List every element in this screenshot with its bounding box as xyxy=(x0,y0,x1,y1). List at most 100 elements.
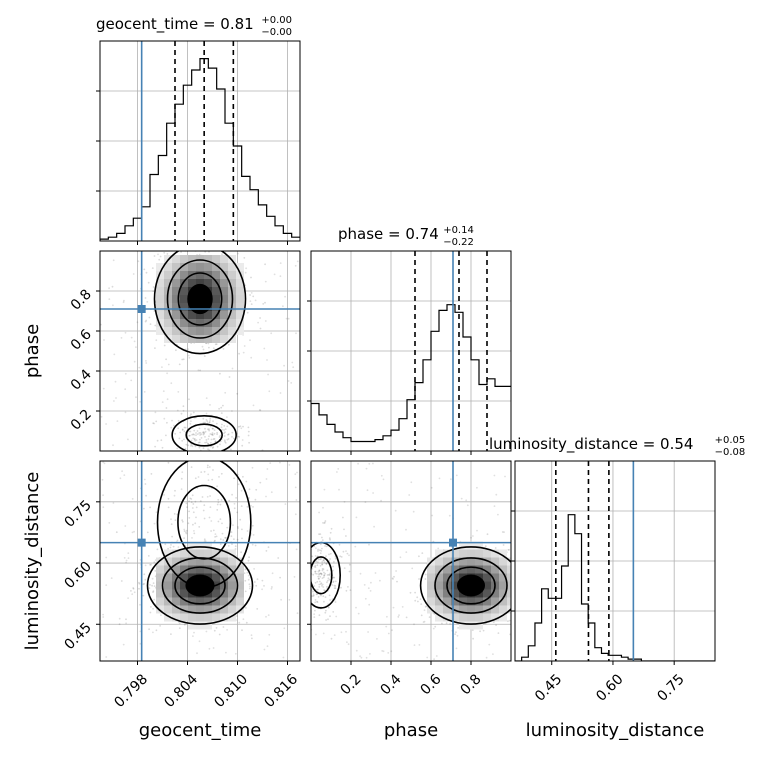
sample-point xyxy=(332,565,334,568)
sample-point xyxy=(219,372,221,375)
sample-point xyxy=(246,571,249,574)
sample-point xyxy=(206,466,209,469)
sample-point xyxy=(215,627,218,629)
scatter-panel-phase-vs-luminosity_distance: 0.2 0.4 0.6 0.8 xyxy=(295,460,519,698)
density-cell xyxy=(220,271,228,279)
sample-point xyxy=(318,569,321,572)
sample-point xyxy=(236,526,239,528)
sample-point xyxy=(194,439,197,442)
sample-point xyxy=(342,550,345,553)
sample-point xyxy=(456,634,459,637)
sample-point xyxy=(339,555,342,558)
density-contour xyxy=(177,484,232,560)
sample-point xyxy=(517,597,519,599)
density-cell xyxy=(435,589,443,598)
sample-point xyxy=(198,441,201,444)
density-cell xyxy=(228,613,236,622)
sample-point xyxy=(222,466,224,468)
density-cell xyxy=(188,541,196,550)
sample-point xyxy=(332,576,335,579)
sample-point xyxy=(153,255,156,257)
density-cell xyxy=(220,287,228,295)
sample-point xyxy=(412,510,415,513)
sample-point xyxy=(302,548,304,550)
sample-point xyxy=(224,537,227,539)
sample-point xyxy=(484,545,487,548)
sample-point xyxy=(380,499,382,502)
sample-point xyxy=(334,580,337,583)
sample-point xyxy=(203,432,205,435)
sample-point xyxy=(219,518,222,520)
sample-point xyxy=(189,434,191,437)
sample-point xyxy=(329,572,332,575)
sample-point xyxy=(202,431,205,433)
sample-point xyxy=(207,443,209,445)
sample-point xyxy=(133,530,136,533)
density-cell xyxy=(188,565,196,574)
density-cell xyxy=(172,271,180,279)
density-cell xyxy=(499,581,507,590)
sample-point xyxy=(102,616,105,618)
sample-point xyxy=(295,568,297,570)
sample-point xyxy=(149,584,151,586)
sample-point xyxy=(152,591,154,593)
sample-point xyxy=(212,427,214,430)
sample-point xyxy=(279,392,282,394)
sample-point xyxy=(243,345,246,347)
sample-point xyxy=(314,601,317,604)
sample-point xyxy=(206,404,208,406)
sample-point xyxy=(245,621,248,624)
sample-point xyxy=(317,596,320,598)
sample-point xyxy=(470,536,472,539)
sample-point xyxy=(332,580,335,583)
sample-point xyxy=(189,445,192,447)
sample-point xyxy=(208,346,210,349)
sample-point xyxy=(174,432,177,435)
sample-point xyxy=(348,563,351,566)
density-cell xyxy=(164,565,172,574)
sample-point xyxy=(332,611,335,613)
sample-point xyxy=(306,530,308,532)
sample-point xyxy=(432,627,435,630)
sample-point xyxy=(184,348,187,351)
density-cell xyxy=(172,605,180,614)
sample-point xyxy=(183,430,186,433)
sample-point xyxy=(139,642,142,645)
sample-point xyxy=(251,543,254,546)
sample-point xyxy=(194,522,197,525)
sample-point xyxy=(212,420,214,423)
density-cell xyxy=(212,597,220,606)
density-cell xyxy=(196,311,204,319)
panel-title-phase: phase = 0.74 xyxy=(338,225,439,243)
sample-point xyxy=(139,603,141,606)
sample-point xyxy=(176,447,179,450)
sample-point xyxy=(236,511,239,514)
density-cell xyxy=(156,271,164,279)
sample-point xyxy=(471,629,474,631)
sample-point xyxy=(321,547,323,550)
sample-point xyxy=(324,611,327,614)
density-cell xyxy=(196,613,204,622)
sample-point xyxy=(166,398,169,401)
density-contour xyxy=(434,557,508,614)
density-cell xyxy=(164,589,172,598)
sample-point xyxy=(221,532,224,535)
sample-point xyxy=(333,576,336,579)
sample-point xyxy=(508,548,511,551)
sample-point xyxy=(190,439,193,442)
sample-point xyxy=(148,628,151,631)
sample-point xyxy=(292,366,295,369)
sample-point xyxy=(433,658,435,660)
density-cell xyxy=(212,557,220,566)
sample-point xyxy=(193,530,195,532)
density-cell xyxy=(220,613,228,622)
sample-point xyxy=(105,656,108,658)
sample-point xyxy=(142,583,145,586)
sample-point xyxy=(153,522,156,525)
sample-point xyxy=(494,547,497,549)
sample-point xyxy=(192,523,194,526)
sample-point xyxy=(265,615,267,618)
sample-point xyxy=(331,584,334,586)
sample-point xyxy=(255,584,258,587)
sample-point xyxy=(227,433,230,435)
